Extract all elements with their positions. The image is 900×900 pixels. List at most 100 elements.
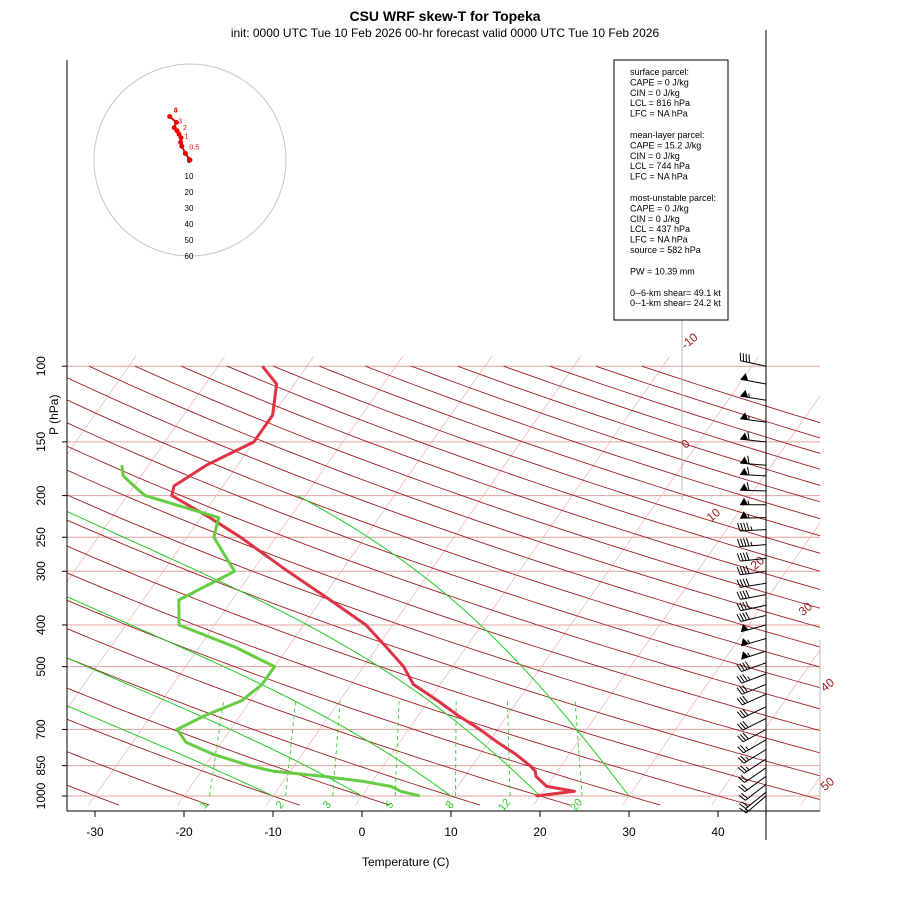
- dry-adiabat: [134, 365, 820, 609]
- x-tick-label: 20: [533, 825, 547, 839]
- wind-barb-flag: [736, 591, 741, 600]
- y-tick-label: 1000: [34, 782, 48, 809]
- hodograph-ring-label: 10: [185, 172, 194, 181]
- wind-barb: [736, 552, 767, 562]
- wind-barb-flag: [740, 774, 748, 782]
- wind-barb-flag: [741, 801, 749, 808]
- wind-barb-pennant: [740, 389, 749, 398]
- wind-barb-flag: [748, 354, 750, 363]
- y-tick-label: 200: [34, 485, 48, 505]
- wind-barb-half: [747, 513, 750, 519]
- wind-barb: [737, 728, 767, 743]
- wind-barb: [740, 497, 766, 506]
- x-axis-label: Temperature (C): [362, 855, 449, 869]
- wind-barb: [739, 352, 767, 367]
- wind-barb-flag: [742, 552, 747, 561]
- wind-barb: [740, 373, 767, 385]
- wind-barb-flag: [740, 755, 747, 762]
- isotherm-line: [622, 522, 820, 806]
- mean-layer-parcel-line: CAPE = 15.2 J/kg: [630, 140, 701, 150]
- shear-line: 0--6-km shear= 49.1 kt: [630, 288, 721, 298]
- dry-adiabat: [273, 365, 820, 554]
- x-tick-label: -10: [264, 825, 282, 839]
- wind-barb-flag: [737, 522, 741, 532]
- wind-barb-half: [750, 541, 753, 546]
- most-unstable-parcel-line: source = 582 hPa: [630, 245, 701, 255]
- wind-barb: [740, 466, 767, 477]
- wind-barb-shaft: [740, 438, 767, 443]
- wind-barb-half: [747, 639, 751, 644]
- mean-layer-parcel-line: LCL = 744 hPa: [630, 161, 690, 171]
- wind-barb-flag: [739, 675, 745, 683]
- wind-barb: [736, 661, 767, 672]
- hodograph-point: [178, 139, 184, 145]
- wind-barb-flag: [739, 807, 747, 814]
- surface-parcel-line: LCL = 816 hPa: [630, 98, 690, 108]
- wind-barb-flag: [737, 746, 744, 754]
- wind-barb: [737, 749, 767, 764]
- dry-adiabat: [67, 377, 820, 648]
- moist-adiabat: [67, 596, 452, 797]
- wind-barb: [737, 739, 767, 754]
- wind-barb-shaft: [743, 758, 767, 774]
- wind-barb: [740, 638, 767, 647]
- shear-line: 0--1-km shear= 24.2 kt: [630, 298, 721, 308]
- wind-barb-pennant: [740, 432, 749, 441]
- wind-barb-flag: [745, 537, 750, 547]
- mixing-ratio-label: 2: [274, 799, 287, 811]
- wind-barb-flag: [736, 711, 743, 719]
- wind-barb-pennant: [741, 638, 749, 646]
- mixing-ratio-line: [285, 700, 297, 797]
- wind-barb: [736, 673, 767, 684]
- dry-adiabat: [67, 494, 820, 754]
- wind-barb-half: [745, 766, 750, 771]
- wind-barb-pennant: [740, 511, 749, 519]
- surface-parcel-line: CIN = 0 J/kg: [630, 88, 680, 98]
- wind-barb-shaft: [740, 614, 767, 622]
- wind-barb-shaft: [744, 767, 767, 783]
- wind-barb-shaft: [741, 650, 767, 660]
- x-tick-label: 0: [359, 825, 366, 839]
- hodograph-label: 0.5: [189, 144, 199, 151]
- wind-barb-half: [747, 652, 751, 657]
- surface-parcel-line: LFC = NA hPa: [630, 109, 688, 119]
- x-tick-label: -30: [86, 825, 104, 839]
- isotherm-line: [88, 356, 403, 806]
- dry-adiabat: [227, 365, 820, 572]
- wind-barb: [736, 537, 767, 548]
- hodograph-point: [173, 119, 179, 125]
- mixing-ratio-line: [332, 700, 341, 797]
- wind-barb-flag: [745, 601, 750, 610]
- wind-barb-flag: [740, 792, 749, 799]
- wind-barb-flag: [737, 723, 744, 731]
- hodograph-label: 1: [185, 133, 189, 140]
- dry-adiabat: [503, 365, 820, 470]
- mixing-ratio-line: [455, 700, 457, 797]
- wind-barb: [738, 775, 767, 792]
- wind-barb-half: [745, 756, 750, 761]
- mixing-ratio-line: [209, 700, 224, 797]
- dry-adiabat: [67, 445, 820, 710]
- dry-adiabat: [88, 365, 820, 628]
- hodograph-ring-label: 30: [185, 204, 194, 213]
- y-tick-label: 400: [34, 615, 48, 635]
- wind-barb-flag: [739, 591, 744, 599]
- surface-parcel-line: surface parcel:: [630, 67, 689, 77]
- chart-subtitle: init: 0000 UTC Tue 10 Feb 2026 00-hr for…: [231, 26, 660, 40]
- wind-barb-half: [744, 808, 749, 812]
- wind-barb-flag: [738, 803, 747, 809]
- wind-barb-flag: [742, 353, 745, 362]
- dry-adiabat: [67, 751, 210, 806]
- dry-adiabat: [67, 519, 820, 777]
- hodograph-ring-label: 60: [185, 252, 194, 261]
- wind-barb-flag: [742, 566, 747, 575]
- wind-barb-flag: [736, 603, 742, 611]
- wind-barb: [737, 758, 767, 774]
- hodograph-point: [182, 150, 188, 156]
- dry-adiabat: [549, 365, 820, 454]
- wind-barb-shaft: [744, 775, 767, 792]
- wind-barb-half: [748, 415, 750, 421]
- wind-barb-shaft: [745, 784, 767, 801]
- wind-barb-flag: [746, 522, 750, 531]
